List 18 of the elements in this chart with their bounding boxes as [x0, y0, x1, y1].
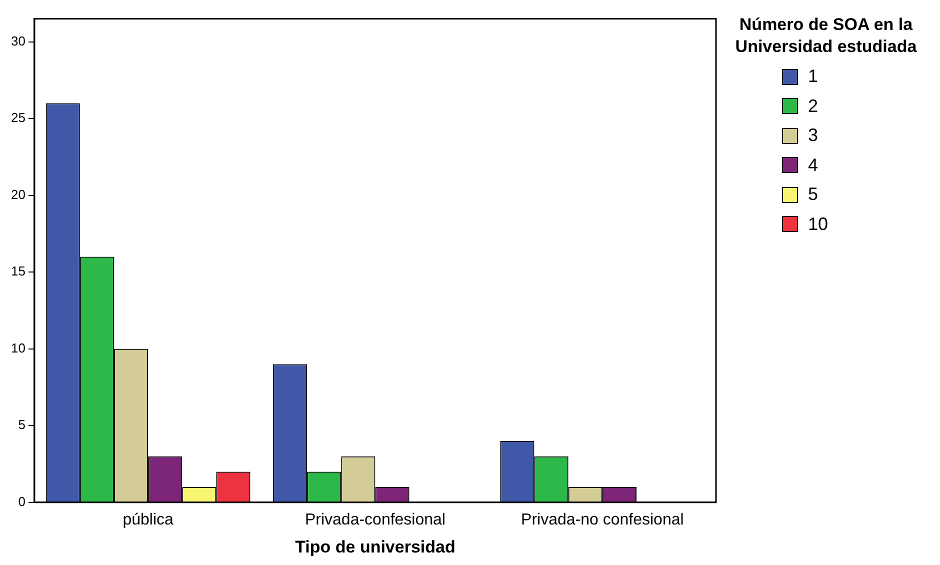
legend-label: 1: [808, 66, 818, 88]
x-tick-label: pública: [122, 511, 174, 528]
y-tick-label: 10: [10, 340, 26, 356]
y-tick-label: 15: [10, 264, 26, 279]
legend-label: 10: [808, 214, 828, 235]
legend-label: 2: [808, 96, 818, 117]
y-tick-label: 30: [10, 33, 26, 48]
x-tick-label: Privada-confesional: [304, 511, 446, 528]
x-tick-label: Privada-no confesional: [521, 511, 684, 528]
legend-label: 3: [808, 125, 818, 146]
y-tick-label: 5: [18, 417, 26, 432]
y-tick-label: 0: [18, 494, 26, 509]
y-tick-label: 25: [10, 110, 26, 126]
legend-label: 5: [808, 184, 818, 206]
y-tick-label: 20: [10, 186, 26, 202]
legend-title: Número de SOA en la Universidad estudiada: [734, 14, 918, 58]
x-axis-title: Tipo de universidad: [295, 537, 456, 556]
legend-label: 4: [808, 154, 818, 176]
